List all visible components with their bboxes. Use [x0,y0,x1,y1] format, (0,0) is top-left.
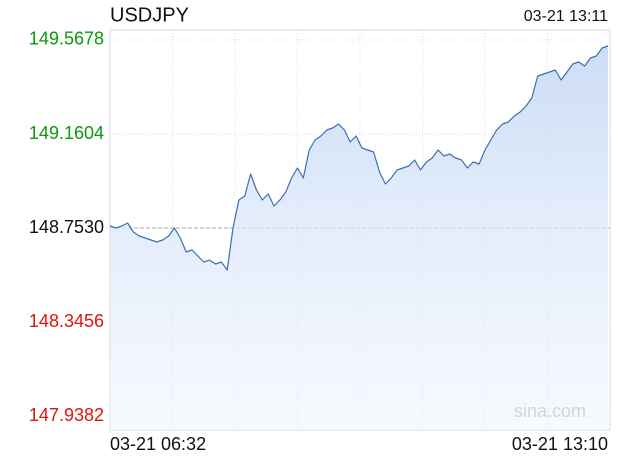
area [110,46,608,430]
update-time: 03-21 13:11 [524,8,608,25]
price-line [109,45,609,271]
chart-title: USDJPY [110,4,189,26]
y-tick-label: 147.9382 [29,405,104,425]
y-tick-label: 148.3456 [29,311,104,331]
y-tick-label: 148.7530 [29,217,104,237]
watermark: sina.com [514,401,586,421]
x-tick-label: 03-21 06:32 [110,434,206,454]
y-tick-label: 149.5678 [29,29,104,49]
y-tick-label: 149.1604 [29,123,104,143]
x-tick-label: 03-21 13:10 [512,434,608,454]
